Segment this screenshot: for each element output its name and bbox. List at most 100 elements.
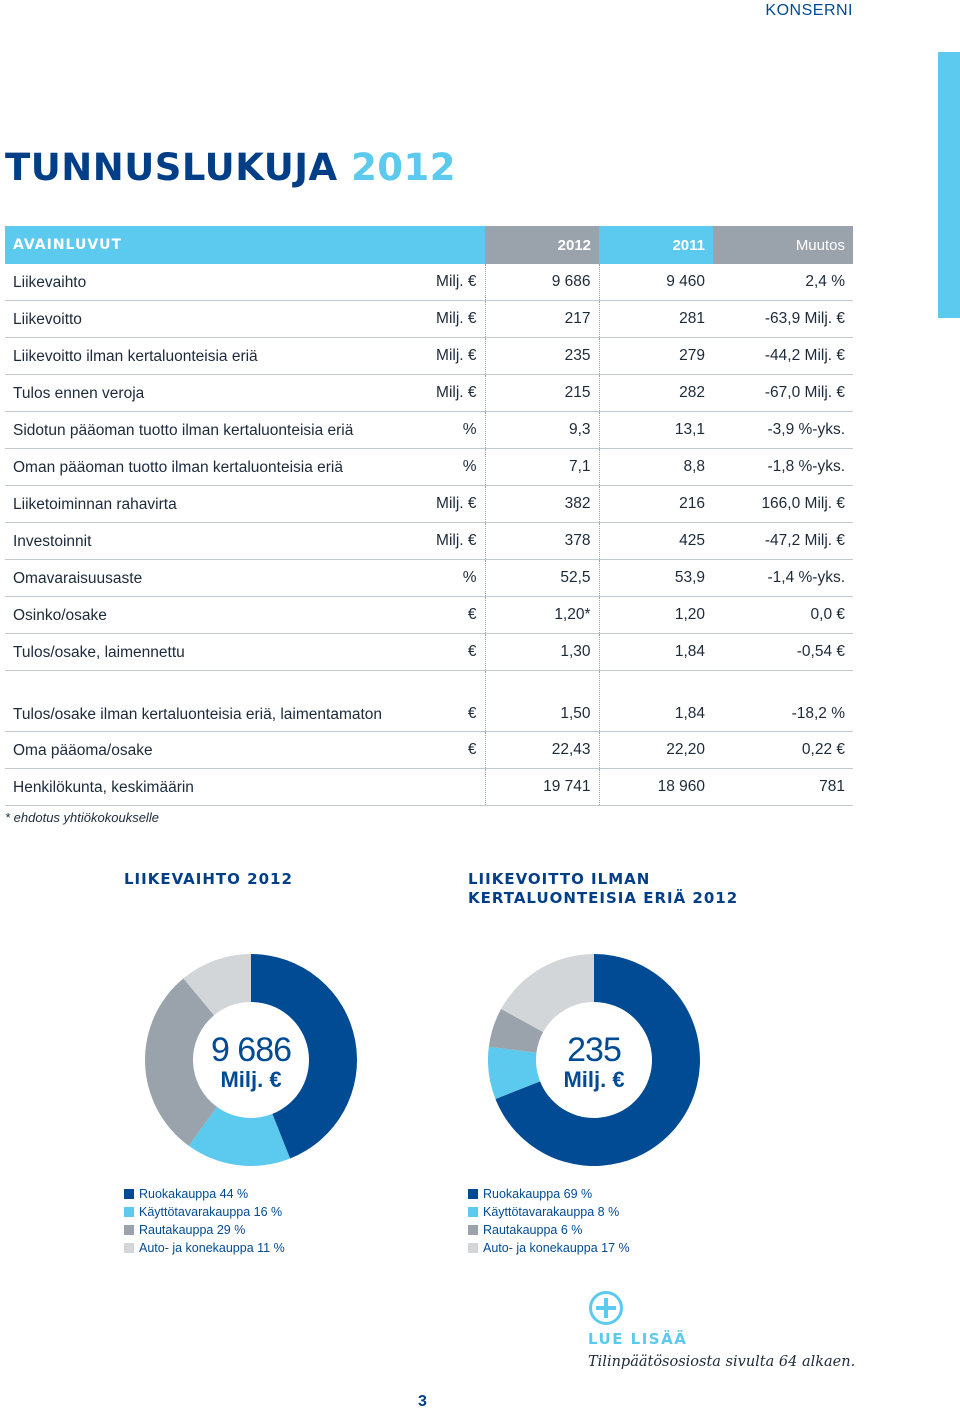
- row-value-2012: 9,3: [484, 411, 600, 449]
- row-label: Henkilökunta, keskimäärin: [5, 768, 400, 806]
- row-change: -63,9 Milj. €: [713, 300, 854, 338]
- key-figures-table: AVAINLUVUT 2012 2011 Muutos Liikevaihto M…: [5, 226, 854, 806]
- legend-swatch: [124, 1225, 134, 1235]
- row-value-2012: 1,20*: [484, 596, 600, 634]
- row-value-2012: 19 741: [484, 768, 600, 806]
- row-unit: [400, 768, 486, 806]
- row-value-2012: 1,30: [484, 633, 600, 671]
- table-row: Liikevoitto Milj. €217 281 -63,9 Milj. €: [5, 300, 854, 338]
- table-body: Liikevaihto Milj. €9 686 9 460 2,4 % Liikevo…: [5, 264, 854, 806]
- table-row: Oma pääoma/osake €22,43 22,20 0,22 €: [5, 731, 854, 769]
- section-label: KONSERNI: [765, 2, 853, 19]
- donut-slice-4: [501, 954, 594, 1033]
- row-unit: %: [400, 559, 486, 597]
- table-row: Investoinnit Milj. €378 425 -47,2 Milj. €: [5, 522, 854, 560]
- row-label: Liikevaihto: [5, 264, 400, 301]
- side-tab-marker: [938, 52, 960, 318]
- table-row: Henkilökunta, keskimäärin 19 741 18 960 781: [5, 768, 854, 806]
- legend-swatch: [124, 1207, 134, 1217]
- chart-title-operating-profit: LIIKEVOITTO ILMAN KERTALUONTEISIA ERIÄ 2…: [468, 870, 738, 908]
- row-value-2012: 235: [484, 337, 600, 375]
- row-label: Liikevoitto: [5, 300, 400, 338]
- table-header-row: AVAINLUVUT 2012 2011 Muutos: [5, 226, 854, 264]
- legend-label: Käyttötavarakauppa 8 %: [483, 1205, 620, 1219]
- revenue-donut-chart: [145, 954, 357, 1166]
- row-label: Oma pääoma/osake: [5, 731, 400, 769]
- row-label: Omavaraisuusaste: [5, 559, 400, 597]
- legend-swatch: [124, 1189, 134, 1199]
- legend-item: Käyttötavarakauppa 16 %: [124, 1203, 285, 1221]
- row-unit: %: [400, 448, 486, 486]
- row-change: -0,54 €: [713, 633, 854, 671]
- row-change: 166,0 Milj. €: [713, 485, 854, 523]
- row-value-2011: 1,84: [598, 633, 714, 671]
- row-value-2011: 282: [598, 374, 714, 412]
- chart-title-line2: KERTALUONTEISIA ERIÄ 2012: [468, 889, 739, 907]
- row-value-2012: 52,5: [484, 559, 600, 597]
- table-row: Liikevoitto ilman kertaluonteisia eriä Mi…: [5, 337, 854, 375]
- row-label: Liikevoitto ilman kertaluonteisia eriä: [5, 337, 400, 375]
- page-title-text: TUNNUSLUKUJA: [5, 146, 352, 189]
- row-value-2011: 13,1: [598, 411, 714, 449]
- row-change: -67,0 Milj. €: [713, 374, 854, 412]
- legend-label: Auto- ja konekauppa 11 %: [139, 1241, 285, 1255]
- read-more-title[interactable]: LUE LISÄÄ: [588, 1330, 688, 1348]
- row-label: Tulos/osake ilman kertaluonteisia eriä, …: [5, 670, 400, 732]
- row-value-2011: 1,84: [598, 670, 714, 732]
- table-row: Liikevaihto Milj. €9 686 9 460 2,4 %: [5, 264, 854, 301]
- row-label: Investoinnit: [5, 522, 400, 560]
- page-title-year: 2012: [351, 146, 457, 189]
- row-value-2012: 22,43: [484, 731, 600, 769]
- operating-profit-legend: Ruokakauppa 69 % Käyttötavarakauppa 8 % Ra…: [468, 1185, 630, 1257]
- header-2012: 2012: [485, 226, 600, 264]
- row-label: Oman pääoman tuotto ilman kertaluonteisi…: [5, 448, 400, 486]
- row-value-2011: 18 960: [598, 768, 714, 806]
- row-label: Tulos ennen veroja: [5, 374, 400, 412]
- row-change: 0,22 €: [713, 731, 854, 769]
- donut-slice-1: [251, 954, 357, 1159]
- row-change: 781: [713, 768, 854, 806]
- row-unit: €: [400, 633, 486, 671]
- page-title: TUNNUSLUKUJA 2012: [5, 146, 456, 189]
- row-value-2011: 216: [598, 485, 714, 523]
- row-label: Tulos/osake, laimennettu: [5, 633, 400, 671]
- revenue-total-value: 9 686: [210, 1031, 292, 1069]
- row-value-2012: 1,50: [484, 670, 600, 732]
- donut-slice-2: [188, 1106, 291, 1166]
- donut-slice-4: [183, 954, 251, 1016]
- row-change: -47,2 Milj. €: [713, 522, 854, 560]
- legend-swatch: [468, 1189, 478, 1199]
- row-change: -1,8 %-yks.: [713, 448, 854, 486]
- row-change: -3,9 %-yks.: [713, 411, 854, 449]
- page-number: 3: [418, 1393, 427, 1410]
- row-value-2011: 53,9: [598, 559, 714, 597]
- header-change: Muutos: [713, 226, 854, 264]
- legend-item: Käyttötavarakauppa 8 %: [468, 1203, 630, 1221]
- header-2011: 2011: [599, 226, 714, 264]
- row-unit: Milj. €: [400, 337, 486, 375]
- operating-profit-total-unit: Milj. €: [563, 1067, 625, 1092]
- row-unit: %: [400, 411, 486, 449]
- plus-circle-icon[interactable]: [588, 1290, 624, 1326]
- donut-slice-1: [495, 954, 700, 1166]
- row-value-2011: 425: [598, 522, 714, 560]
- row-change: 0,0 €: [713, 596, 854, 634]
- row-value-2011: 281: [598, 300, 714, 338]
- row-label: Sidotun pääoman tuotto ilman kertaluonte…: [5, 411, 400, 449]
- table-row: Tulos ennen veroja Milj. €215 282 -67,0 Mil…: [5, 374, 854, 412]
- footnote: * ehdotus yhtiökokoukselle: [5, 810, 159, 825]
- row-value-2011: 22,20: [598, 731, 714, 769]
- row-value-2012: 7,1: [484, 448, 600, 486]
- operating-profit-donut-chart: [488, 954, 700, 1166]
- revenue-donut-center: 9 686 Milj. €: [145, 1032, 357, 1092]
- table-row: Osinko/osake €1,20* 1,20 0,0 €: [5, 596, 854, 634]
- row-value-2012: 378: [484, 522, 600, 560]
- row-unit: Milj. €: [400, 485, 486, 523]
- row-unit: €: [400, 596, 486, 634]
- legend-label: Ruokakauppa 69 %: [483, 1187, 593, 1201]
- operating-profit-total-value: 235: [567, 1031, 622, 1069]
- table-row: Omavaraisuusaste% 52,5 53,9 -1,4 %-yks.: [5, 559, 854, 597]
- donut-slice-3: [145, 978, 217, 1146]
- row-unit: Milj. €: [400, 522, 486, 560]
- row-unit: Milj. €: [400, 264, 486, 301]
